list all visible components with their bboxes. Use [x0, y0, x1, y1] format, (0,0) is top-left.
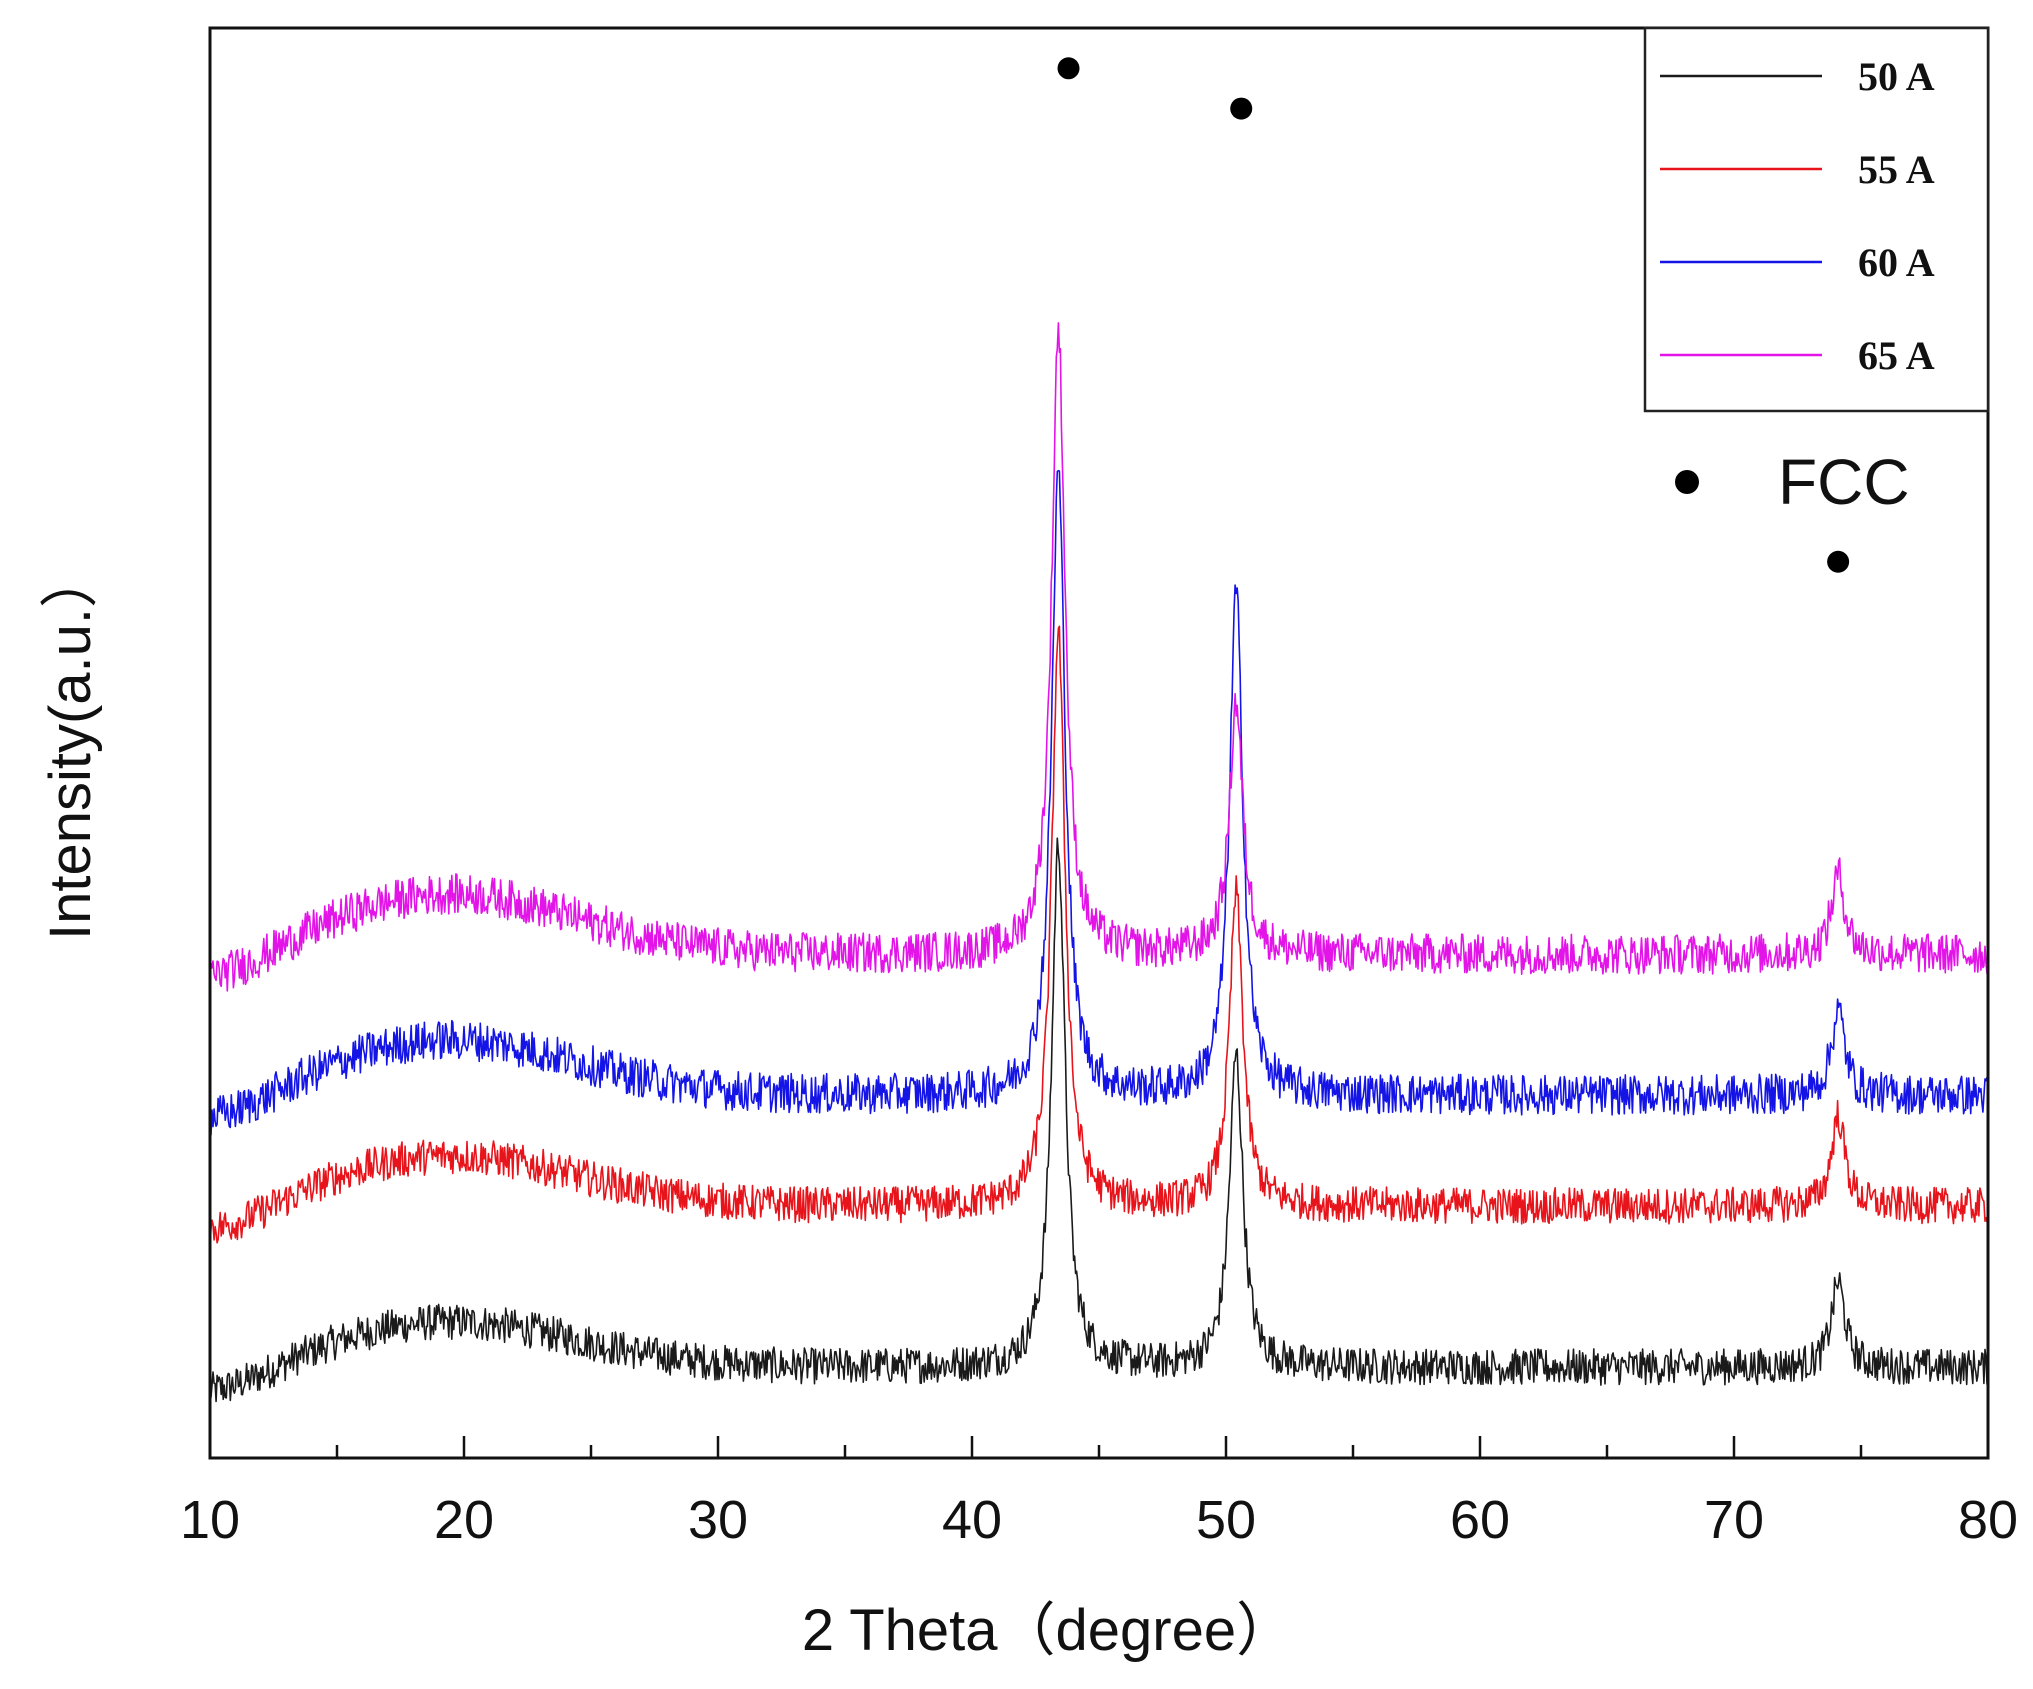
- x-axis-title: 2 Theta（degree）: [802, 1598, 1294, 1663]
- fcc-peak-marker: [1827, 550, 1850, 573]
- legend-items: 50 A 55 A 60 A 65 A: [1660, 54, 1935, 378]
- legend-label: 65 A: [1858, 333, 1935, 378]
- legend: 50 A 55 A 60 A 65 A: [1643, 26, 1990, 413]
- series-line-55a: [209, 625, 1989, 1246]
- series-line-50a: [209, 837, 1989, 1403]
- fcc-legend: FCC: [1675, 446, 1910, 518]
- y-axis-title: Intensity(a.u.）: [38, 550, 103, 940]
- fcc-peak-marker: [1230, 97, 1253, 120]
- series-line-65a: [209, 322, 1989, 992]
- x-tick-label: 20: [434, 1490, 494, 1550]
- fcc-label: FCC: [1778, 446, 1910, 518]
- x-tick-label: 70: [1704, 1490, 1764, 1550]
- legend-label: 55 A: [1858, 147, 1935, 192]
- x-tick-label: 60: [1450, 1490, 1510, 1550]
- x-tick-label: 10: [180, 1490, 240, 1550]
- x-axis-ticks: 10 20 30 40 50 60 70 80: [180, 1436, 2018, 1550]
- phase-markers: [1057, 57, 1850, 573]
- x-tick-label: 40: [942, 1490, 1002, 1550]
- legend-label: 50 A: [1858, 54, 1935, 99]
- series-line-60a: [209, 469, 1989, 1136]
- legend-label: 60 A: [1858, 240, 1935, 285]
- x-tick-label: 30: [688, 1490, 748, 1550]
- x-tick-label: 80: [1958, 1490, 2018, 1550]
- x-tick-label: 50: [1196, 1490, 1256, 1550]
- series-group: [209, 322, 1989, 1403]
- legend-box: [1643, 26, 1990, 413]
- fcc-marker-icon: [1675, 470, 1699, 494]
- fcc-peak-marker: [1057, 57, 1080, 80]
